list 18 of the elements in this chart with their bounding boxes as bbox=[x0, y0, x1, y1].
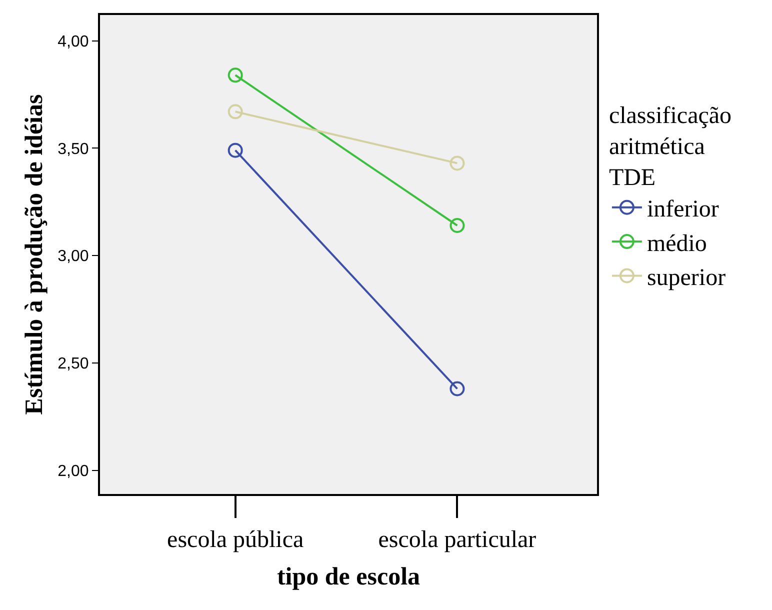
x-tick-label: escola particular bbox=[378, 526, 536, 553]
y-tick-label: 2,50 bbox=[58, 356, 89, 373]
point bbox=[450, 218, 465, 233]
point bbox=[228, 104, 243, 120]
y-tick-label: 3,00 bbox=[58, 248, 89, 266]
legend-label: inferior bbox=[646, 196, 719, 223]
point bbox=[450, 381, 465, 396]
point bbox=[228, 142, 243, 158]
point bbox=[228, 68, 243, 83]
point bbox=[450, 156, 465, 171]
y-tick-label: 3,50 bbox=[58, 140, 89, 158]
legend-label: médio bbox=[646, 230, 707, 257]
x-axis-title: tipo de escola bbox=[276, 563, 421, 590]
y-tick-label: 4,00 bbox=[58, 33, 89, 50]
legend-label: superior bbox=[646, 265, 726, 292]
y-tick-label: 2,00 bbox=[58, 462, 89, 480]
x-tick-label: escola pública bbox=[167, 526, 304, 553]
y-axis-title: Estímulo à produção de idéias bbox=[20, 94, 48, 415]
